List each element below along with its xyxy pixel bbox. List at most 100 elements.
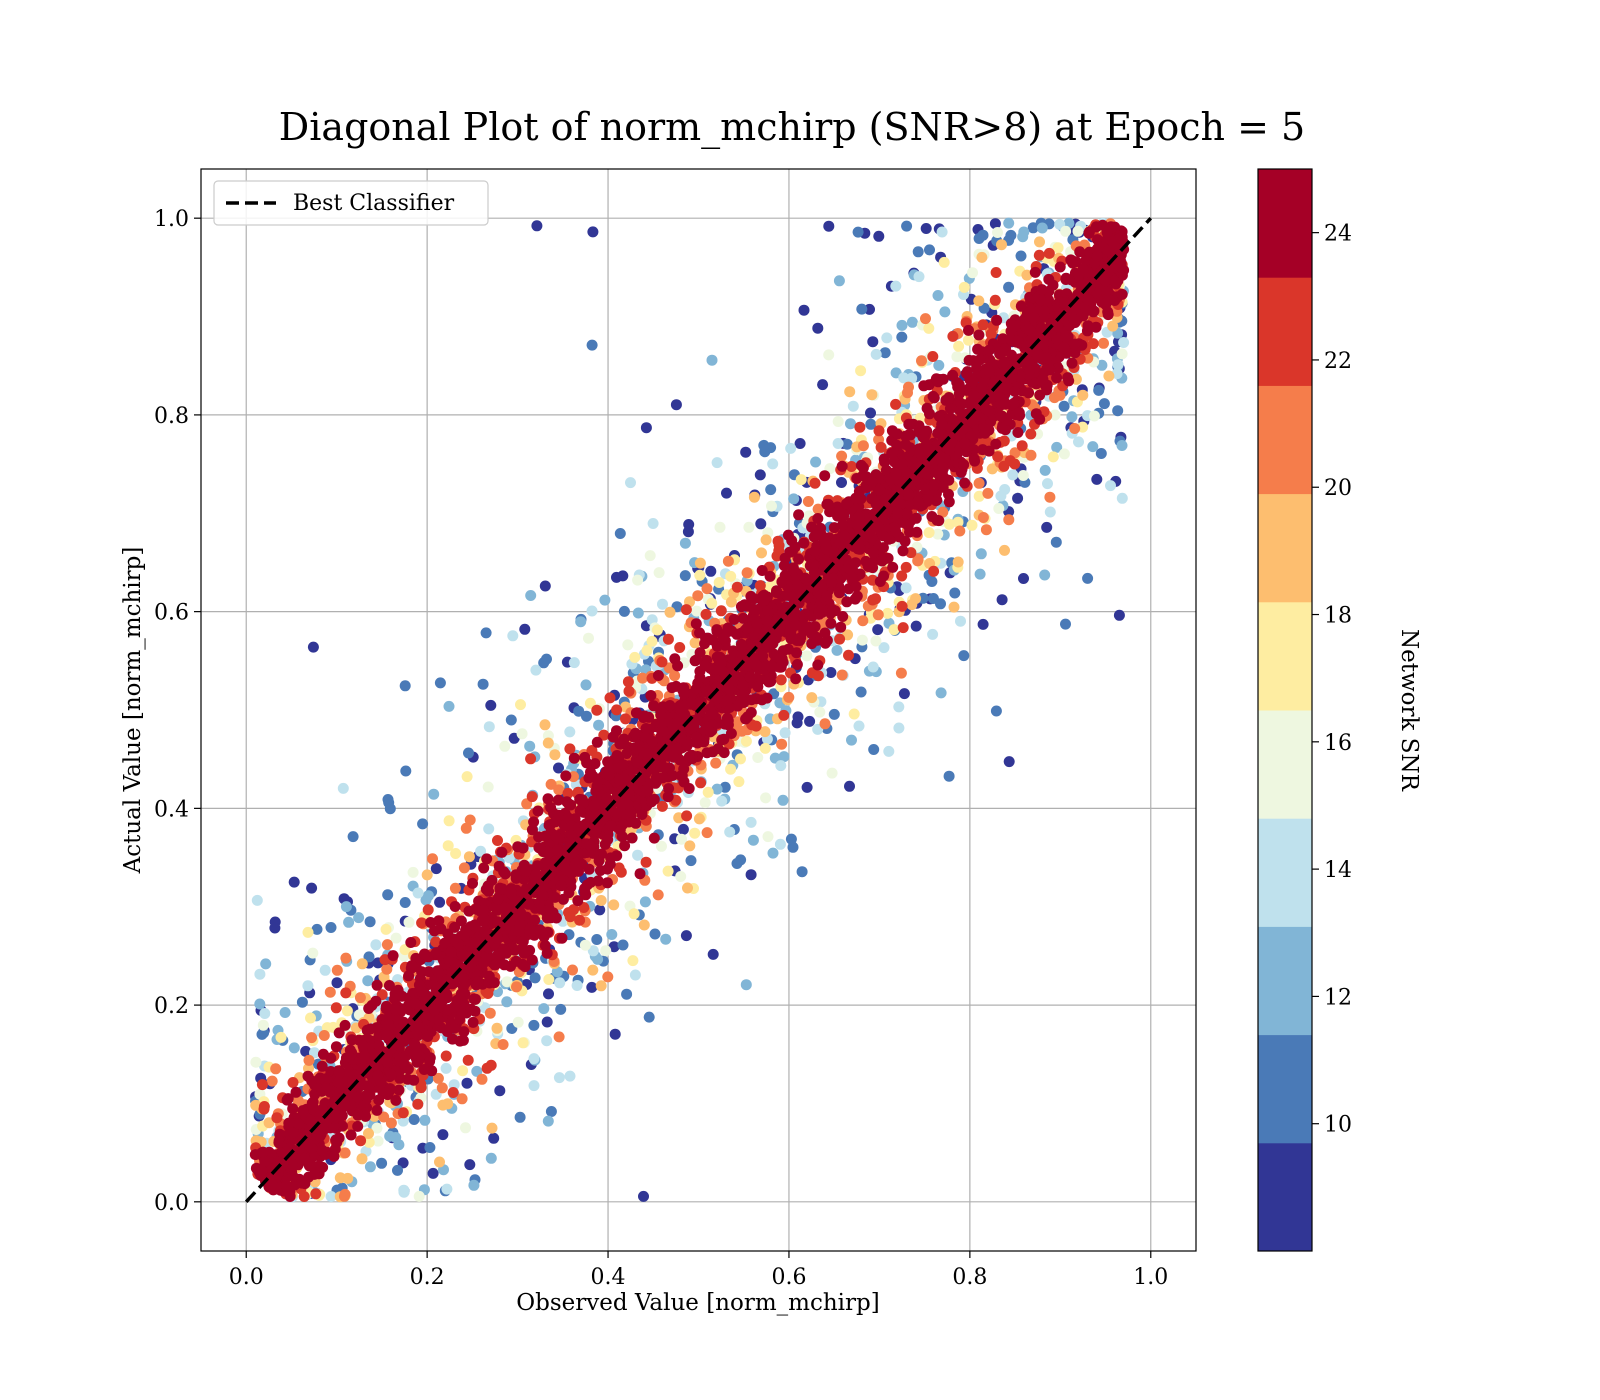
scatter-point — [677, 823, 689, 835]
scatter-point — [928, 565, 940, 577]
scatter-point — [595, 895, 607, 906]
scatter-point — [625, 477, 636, 489]
scatter-point — [494, 1085, 506, 1097]
scatter-point — [1093, 384, 1105, 396]
scatter-point — [920, 223, 932, 234]
scatter-point — [777, 794, 789, 806]
scatter-point — [1072, 225, 1084, 237]
scatter-point — [1118, 337, 1130, 348]
scatter-point — [1069, 423, 1081, 434]
scatter-point — [1066, 357, 1078, 369]
scatter-point — [1116, 492, 1128, 504]
scatter-point — [906, 372, 918, 384]
scatter-point — [638, 1190, 649, 1202]
scatter-point — [586, 339, 598, 351]
scatter-point — [575, 616, 587, 628]
scatter-point — [966, 519, 978, 531]
scatter-point — [622, 639, 634, 651]
scatter-point — [725, 728, 737, 739]
scatter-point — [543, 988, 554, 1000]
scatter-point — [868, 744, 880, 755]
scatter-point — [856, 634, 868, 646]
scatter-point — [250, 1056, 262, 1068]
scatter-point — [810, 456, 822, 468]
scatter-point — [270, 1063, 282, 1075]
scatter-point — [649, 928, 661, 940]
scatter-point — [303, 1054, 315, 1066]
scatter-point — [492, 835, 503, 846]
scatter-point — [1021, 269, 1033, 281]
scatter-point — [1060, 225, 1072, 237]
scatter-point — [463, 747, 474, 759]
scatter-point — [363, 1136, 375, 1148]
scatter-point — [598, 729, 610, 741]
scatter-point — [564, 911, 576, 923]
scatter-point — [759, 726, 771, 738]
scatter-point — [870, 593, 882, 605]
scatter-point — [485, 699, 497, 711]
scatter-point — [1025, 449, 1037, 461]
scatter-point — [762, 831, 774, 843]
scatter-point — [1098, 398, 1110, 410]
scatter-point — [1103, 370, 1115, 382]
scatter-point — [442, 840, 454, 852]
scatter-point — [896, 600, 908, 612]
scatter-point — [498, 866, 510, 878]
scatter-point — [403, 916, 415, 928]
scatter-point — [337, 782, 349, 794]
scatter-point — [985, 328, 997, 340]
scatter-point — [553, 762, 564, 774]
scatter-point — [865, 407, 876, 419]
scatter-point — [711, 783, 723, 795]
scatter-point — [499, 740, 511, 752]
scatter-point — [390, 1094, 402, 1106]
scatter-point — [1016, 440, 1028, 452]
scatter-point — [912, 246, 924, 258]
scatter-point — [443, 700, 455, 712]
scatter-point — [741, 567, 753, 579]
scatter-point — [471, 1065, 483, 1077]
scatter-point — [776, 738, 788, 750]
scatter-point — [539, 719, 551, 731]
scatter-point — [674, 642, 686, 653]
scatter-point — [618, 605, 630, 617]
scatter-point — [731, 581, 743, 593]
scatter-point — [923, 322, 935, 334]
scatter-point — [1018, 573, 1029, 584]
scatter-point — [560, 770, 572, 782]
scatter-point — [881, 332, 893, 344]
scatter-point — [977, 618, 989, 630]
scatter-point — [857, 615, 869, 627]
scatter-point — [1042, 478, 1053, 490]
scatter-point — [864, 303, 875, 315]
scatter-point — [407, 866, 419, 878]
scatter-point — [461, 1077, 473, 1089]
scatter-point — [553, 784, 565, 796]
scatter-point — [608, 899, 620, 911]
scatter-point — [399, 897, 411, 908]
scatter-point — [288, 876, 300, 888]
scatter-point — [353, 912, 365, 924]
scatter-point — [725, 763, 737, 775]
scatter-point — [250, 1099, 262, 1111]
scatter-point — [328, 1120, 340, 1132]
scatter-point — [748, 491, 760, 503]
scatter-point — [718, 733, 730, 745]
scatter-point — [834, 633, 846, 645]
scatter-point — [819, 718, 831, 730]
scatter-point — [480, 627, 492, 639]
scatter-point — [364, 916, 376, 928]
scatter-point — [896, 331, 908, 343]
scatter-point — [449, 1022, 460, 1034]
scatter-point — [679, 570, 691, 582]
scatter-point — [587, 964, 599, 976]
scatter-point — [352, 1120, 364, 1132]
scatter-point — [937, 506, 949, 518]
scatter-point — [418, 1064, 430, 1075]
scatter-point — [467, 877, 478, 889]
scatter-point — [764, 570, 776, 582]
scatter-point — [706, 597, 718, 609]
scatter-point — [325, 922, 337, 933]
scatter-point — [440, 1062, 452, 1074]
scatter-point — [254, 968, 266, 980]
